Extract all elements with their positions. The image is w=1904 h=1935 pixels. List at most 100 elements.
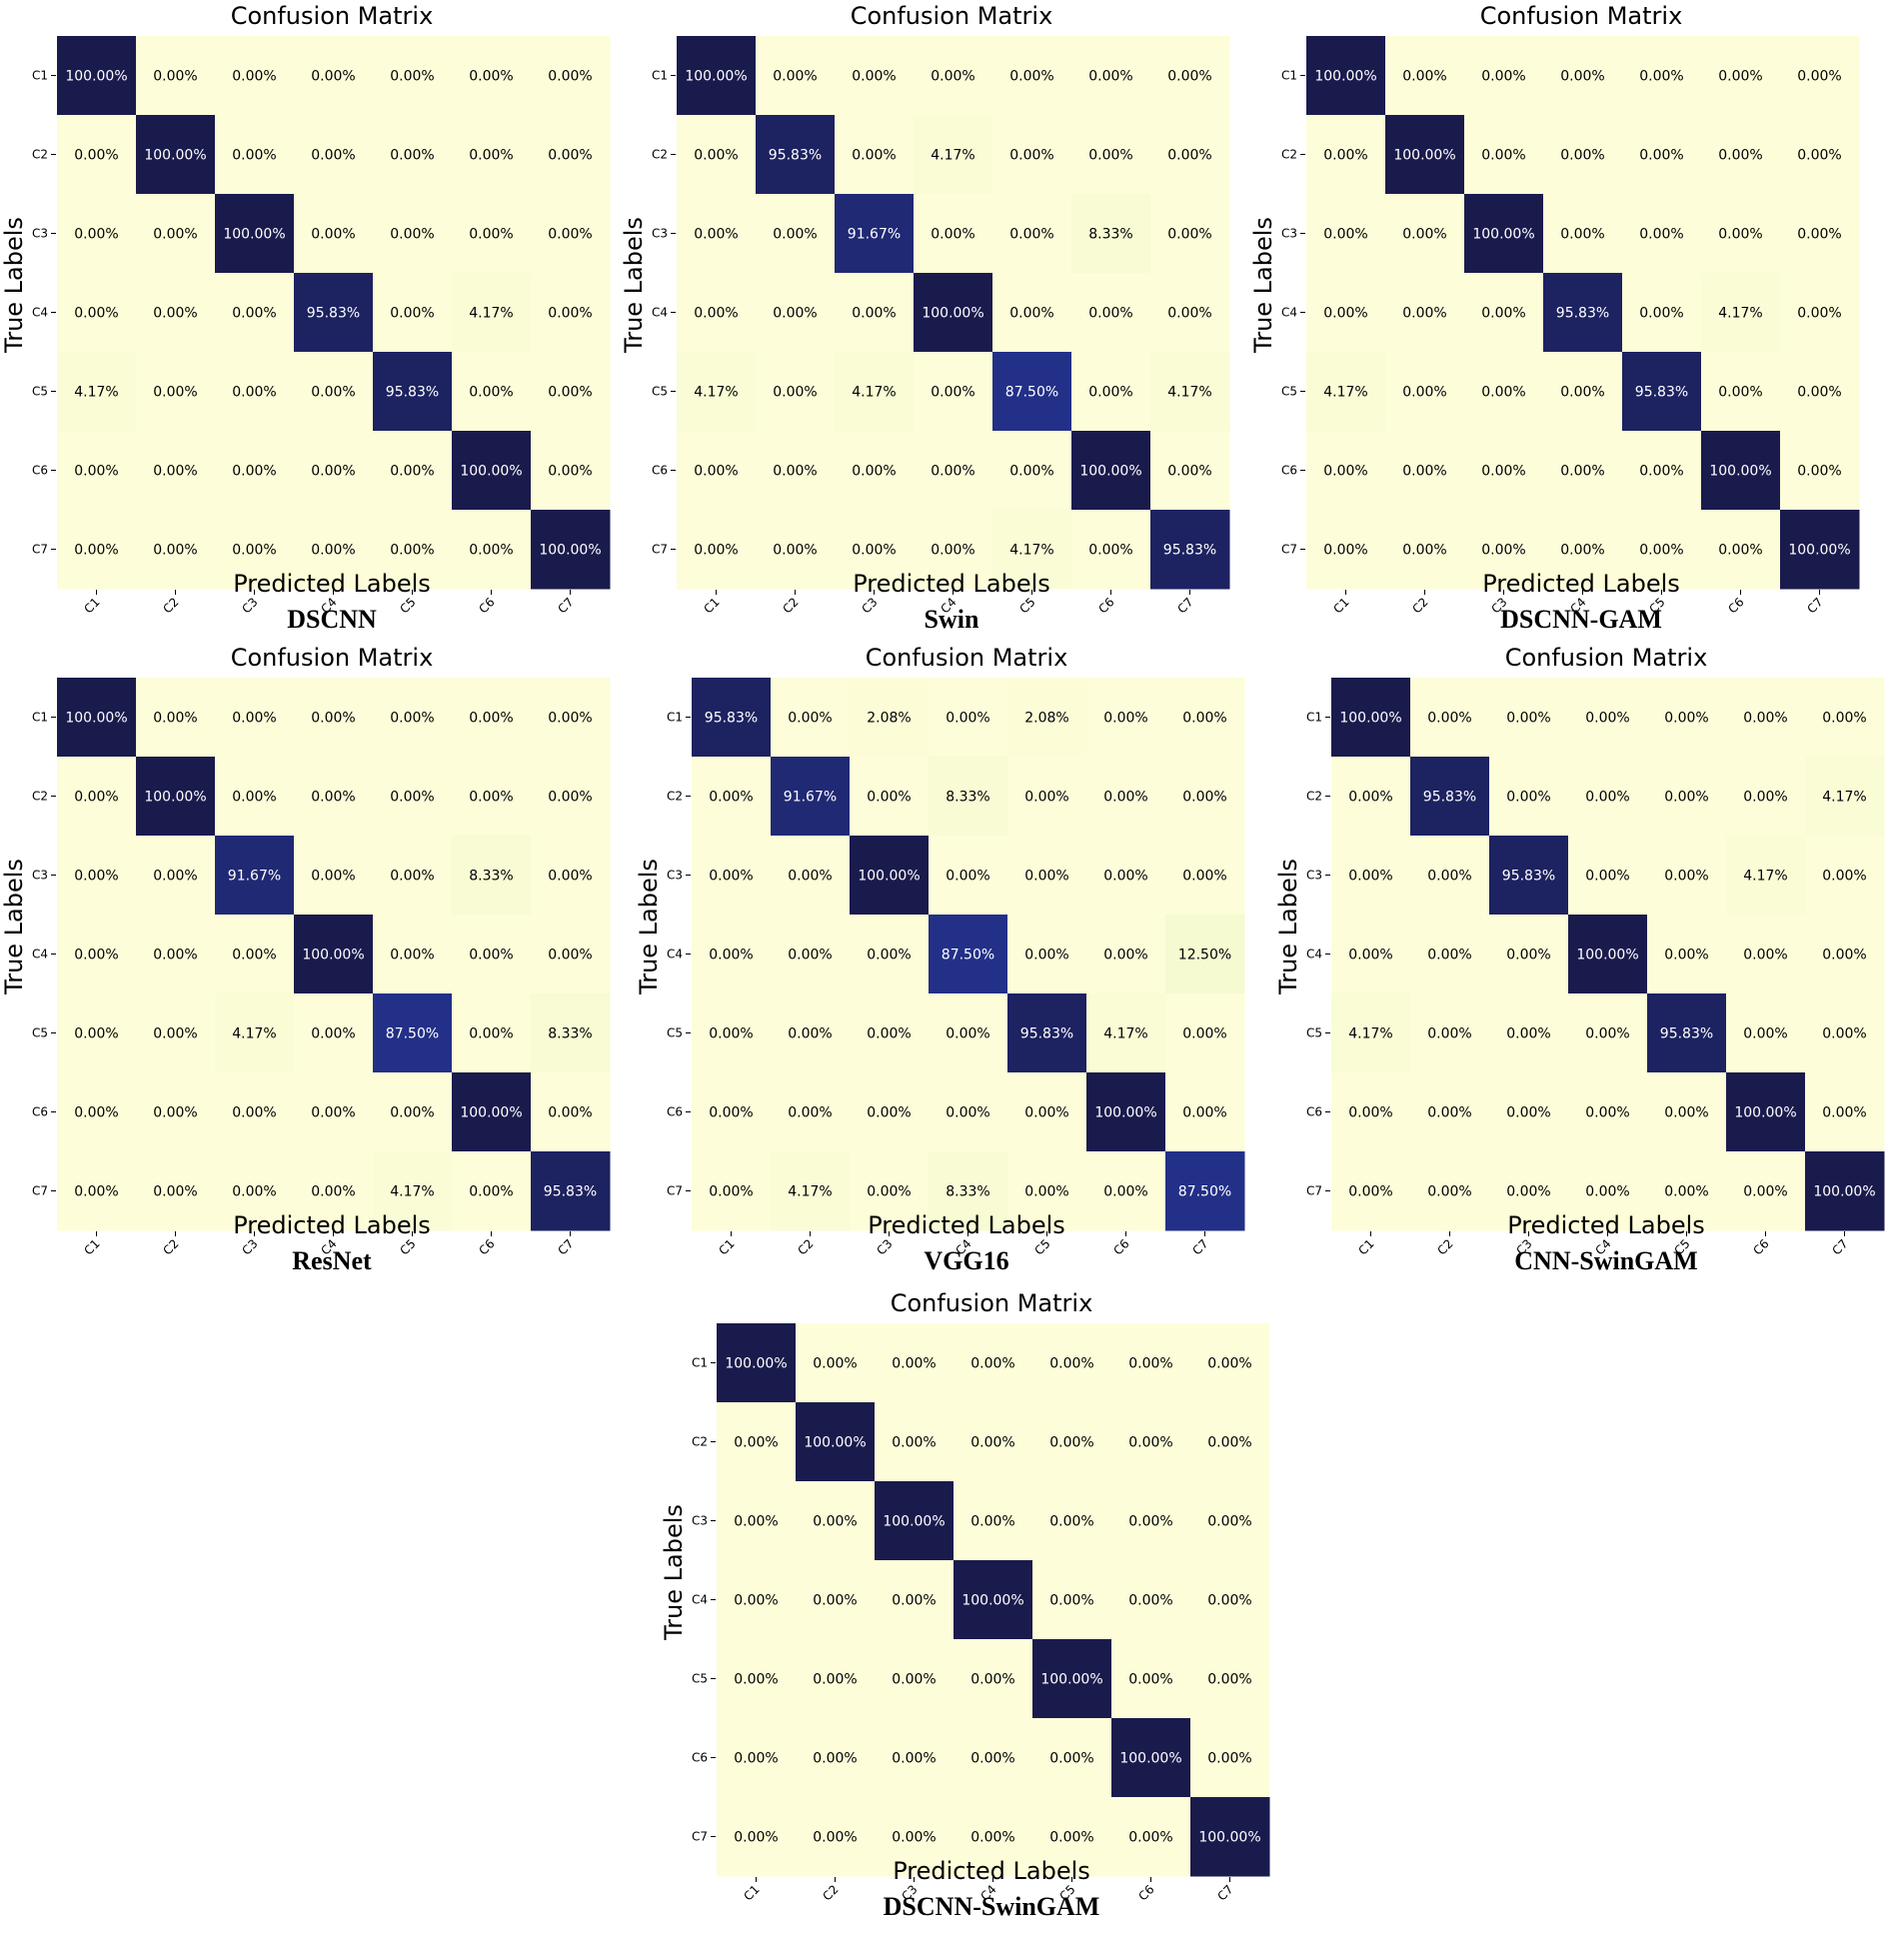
x-tick-label: C5 — [1031, 1236, 1052, 1257]
heatmap-cell — [1165, 915, 1245, 994]
heatmap-cell — [452, 352, 532, 432]
heatmap-cell — [1165, 757, 1245, 837]
heatmap-cell — [914, 36, 993, 116]
heatmap-cell — [756, 431, 836, 511]
heatmap-cell — [1071, 431, 1151, 511]
y-tick-label: C6 — [32, 464, 48, 478]
heatmap-cell — [1111, 1481, 1191, 1561]
cell-grid: 100.00% 0.00% 0.00% 0.00% 0.00% 0.00% 0.00% 0.0… — [57, 678, 611, 1231]
cell-value-label: 0.00% — [970, 1435, 1014, 1451]
cell-value-label: 0.00% — [1024, 1184, 1068, 1200]
heatmap-cell — [1647, 757, 1727, 837]
heatmap-cell — [1306, 352, 1386, 432]
cell-value-label: 0.00% — [1797, 464, 1841, 480]
cell-value-label: 0.00% — [1560, 385, 1604, 401]
cell-value-label: 0.00% — [1182, 1105, 1226, 1121]
heatmap-cell — [1007, 757, 1087, 837]
cell-value-label: 0.00% — [1323, 227, 1367, 243]
cell-value-label: 0.00% — [931, 385, 974, 401]
heatmap-cell — [373, 352, 453, 432]
heatmap-cell — [756, 115, 836, 195]
y-tick-label: C3 — [32, 869, 48, 883]
heatmap-cell — [452, 836, 532, 916]
cell-value-label: 0.00% — [1182, 1026, 1226, 1042]
heatmap-cell — [294, 510, 374, 590]
heatmap-cell — [373, 273, 453, 353]
heatmap-cell — [215, 993, 295, 1073]
heatmap-cell — [1726, 836, 1806, 916]
heatmap-cell — [1701, 273, 1781, 353]
heatmap-cell — [531, 510, 611, 590]
cell-value-label: 0.00% — [1481, 306, 1525, 322]
cell-value-label: 0.00% — [469, 148, 513, 164]
cell-value-label: 0.00% — [1664, 869, 1708, 885]
x-tick-label: C1 — [1355, 1236, 1376, 1257]
y-tick-label: C7 — [1281, 543, 1297, 557]
heatmap-cell — [1543, 36, 1623, 116]
heatmap-cell — [796, 1560, 876, 1640]
cell-value-label: 0.00% — [1743, 1184, 1787, 1200]
y-tick-label: C4 — [652, 306, 668, 320]
cell-value-label: 100.00% — [144, 148, 206, 164]
heatmap-cell — [850, 993, 930, 1073]
cell-value-label: 100.00% — [1314, 69, 1376, 85]
cell-value-label: 100.00% — [460, 1105, 522, 1121]
cell-value-label: 0.00% — [1103, 948, 1147, 964]
heatmap-cell — [531, 36, 611, 116]
cell-value-label: 0.00% — [548, 306, 592, 322]
heatmap-cell — [1306, 510, 1386, 590]
heatmap-cell — [452, 510, 532, 590]
x-axis-label: Predicted Labels — [1507, 1211, 1705, 1239]
heatmap-cell — [1410, 757, 1490, 837]
cell-value-label: 0.00% — [232, 790, 276, 806]
cell-value-label: 0.00% — [1207, 1751, 1251, 1767]
y-tick-labels: C1 C2 C3 C4 C5 C6 C7 — [1281, 69, 1305, 557]
y-tick-label: C4 — [32, 948, 48, 962]
x-axis-label: Predicted Labels — [1482, 570, 1680, 598]
cell-value-label: 4.17% — [931, 148, 974, 164]
heatmap-cell — [136, 993, 216, 1073]
cell-value-label: 0.00% — [74, 306, 118, 322]
cell-value-label: 0.00% — [1049, 1356, 1093, 1372]
heatmap-cell — [717, 1639, 797, 1719]
x-tick-label: C1 — [716, 1236, 737, 1257]
cell-value-label: 0.00% — [548, 385, 592, 401]
heatmap-cell — [692, 915, 772, 994]
cell-value-label: 0.00% — [1049, 1830, 1093, 1846]
heatmap-cell — [1805, 993, 1885, 1073]
cell-value-label: 0.00% — [1506, 1105, 1550, 1121]
cell-value-label: 0.00% — [946, 1026, 989, 1042]
cell-value-label: 0.00% — [1639, 543, 1683, 559]
y-tick-label: C5 — [32, 385, 48, 399]
cell-value-label: 95.83% — [705, 711, 758, 727]
cell-value-label: 95.83% — [1163, 543, 1216, 559]
heatmap-cell — [992, 510, 1072, 590]
x-tick-label: C6 — [1750, 1236, 1771, 1257]
heatmap-cell — [771, 757, 851, 837]
cell-value-label: 0.00% — [1718, 227, 1762, 243]
x-tick-label: C1 — [701, 595, 722, 616]
cell-value-label: 0.00% — [232, 1105, 276, 1121]
heatmap-cell — [1071, 352, 1151, 432]
cell-value-label: 2.08% — [867, 711, 911, 727]
heatmap-cell — [1071, 510, 1151, 590]
heatmap-cell — [692, 1072, 772, 1152]
cell-value-label: 0.00% — [867, 1026, 911, 1042]
cell-value-label: 0.00% — [1167, 306, 1211, 322]
heatmap-cell — [796, 1639, 876, 1719]
y-tick-label: C2 — [692, 1435, 708, 1449]
x-tick-label: C2 — [780, 595, 801, 616]
heatmap-cell — [136, 836, 216, 916]
x-tick-label: C6 — [476, 595, 497, 616]
heatmap-cell — [1385, 36, 1465, 116]
heatmap-cell — [1568, 1072, 1648, 1152]
heatmap-cell — [717, 1402, 797, 1482]
heatmap-cell — [1543, 273, 1623, 353]
cell-value-label: 0.00% — [788, 711, 832, 727]
cell-value-label: 0.00% — [311, 543, 355, 559]
heatmap-cell — [136, 431, 216, 511]
heatmap-cell — [1306, 115, 1386, 195]
heatmap-cell — [452, 1151, 532, 1231]
heatmap-cell — [992, 431, 1072, 511]
cell-value-label: 0.00% — [311, 1105, 355, 1121]
